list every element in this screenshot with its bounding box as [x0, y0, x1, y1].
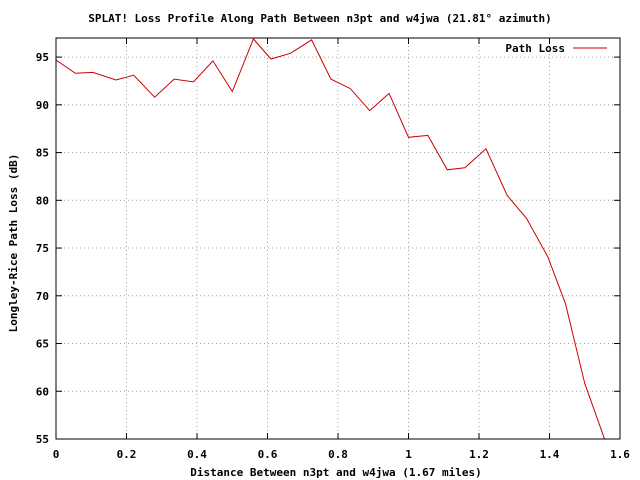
chart-title: SPLAT! Loss Profile Along Path Between n…	[88, 12, 552, 25]
y-tick-label: 60	[36, 385, 49, 398]
legend-label-path-loss: Path Loss	[505, 42, 565, 55]
grid-layer	[56, 38, 620, 439]
x-tick-label: 1	[405, 448, 412, 461]
plot-frame	[55, 37, 621, 440]
y-tick-label: 90	[36, 99, 49, 112]
x-tick-label: 0.2	[117, 448, 137, 461]
y-tick-label: 75	[36, 242, 49, 255]
y-axis-label: Longley-Rice Path Loss (dB)	[7, 154, 20, 333]
y-tick-label: 55	[36, 433, 49, 446]
x-tick-label: 0.4	[187, 448, 207, 461]
x-tick-label: 0	[53, 448, 60, 461]
y-tick-label: 80	[36, 194, 49, 207]
x-axis-label: Distance Between n3pt and w4jwa (1.67 mi…	[190, 466, 481, 479]
legend: Path Loss	[505, 42, 607, 55]
x-tick-label: 0.6	[258, 448, 278, 461]
y-tick-label: 95	[36, 51, 49, 64]
axis-layer: 0 0.2 0.4 0.6 0.8 1 1.2 1.4 1.6 55 60 65 70 75 80 85 90 9…	[36, 38, 630, 461]
x-tick-label: 1.6	[610, 448, 630, 461]
y-tick-label: 85	[36, 147, 49, 160]
y-tick-label: 70	[36, 290, 49, 303]
series-line-path-loss	[56, 38, 606, 439]
x-tick-label: 1.4	[540, 448, 560, 461]
y-tick-label: 65	[36, 338, 49, 351]
series-layer	[56, 38, 606, 439]
x-tick-label: 1.2	[469, 448, 489, 461]
x-tick-label: 0.8	[328, 448, 348, 461]
